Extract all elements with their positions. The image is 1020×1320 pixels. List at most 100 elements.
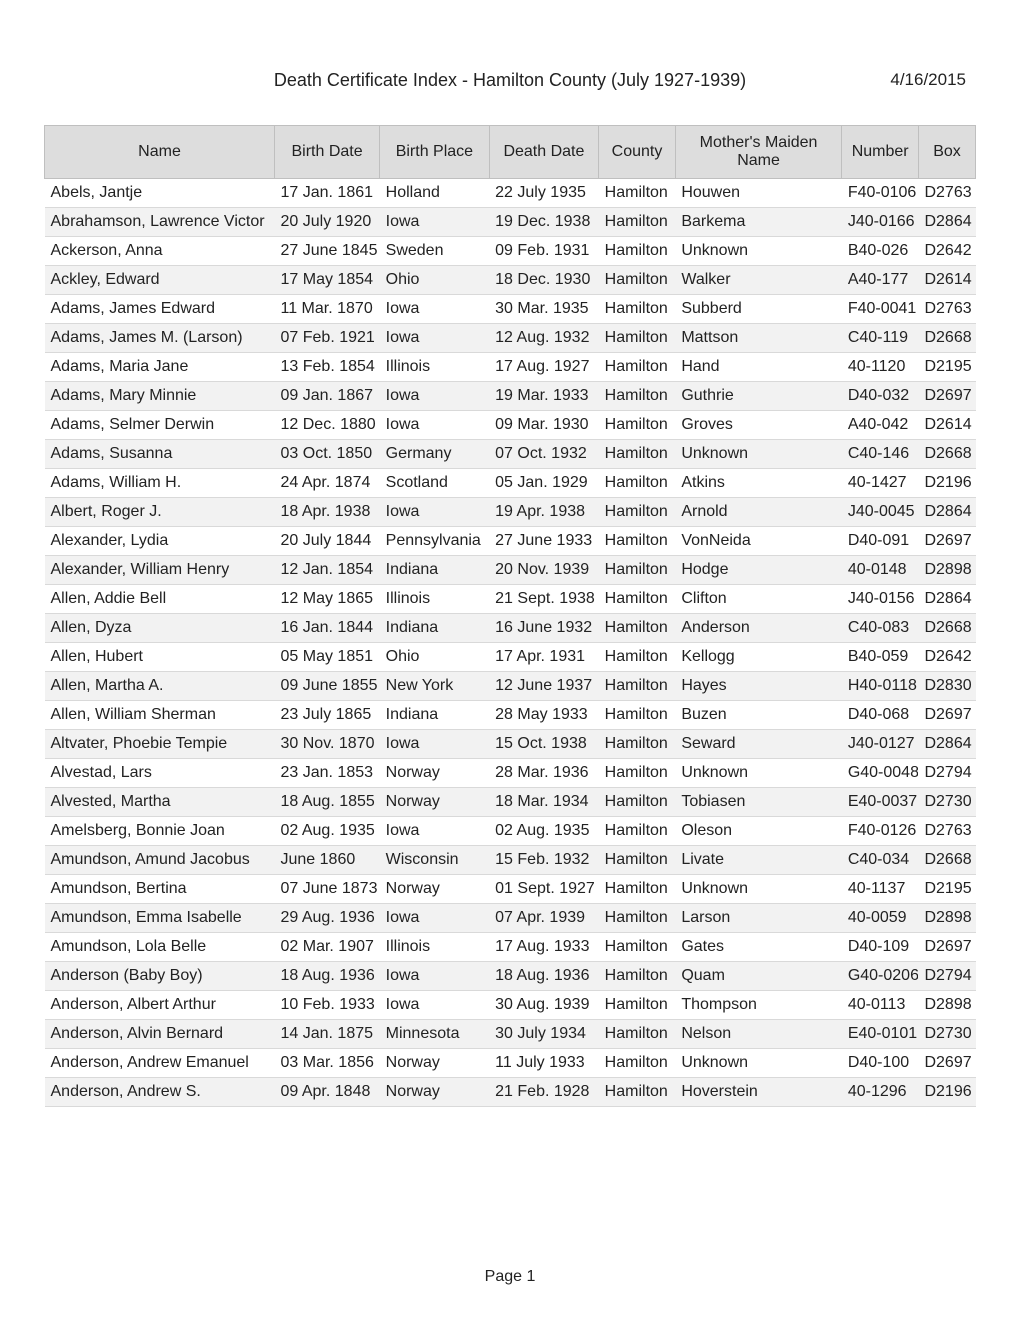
cell-county: Hamilton (599, 701, 676, 730)
cell-name: Adams, William H. (45, 469, 275, 498)
cell-name: Alvested, Martha (45, 788, 275, 817)
cell-birth_date: 13 Feb. 1854 (275, 353, 380, 382)
cell-birth_place: Ohio (380, 643, 490, 672)
cell-birth_date: 07 Feb. 1921 (275, 324, 380, 353)
cell-box: D2614 (918, 266, 975, 295)
cell-name: Amundson, Bertina (45, 875, 275, 904)
cell-number: G40-0206 (842, 962, 919, 991)
cell-birth_place: Illinois (380, 585, 490, 614)
cell-box: D2668 (918, 614, 975, 643)
cell-county: Hamilton (599, 730, 676, 759)
cell-number: D40-068 (842, 701, 919, 730)
cell-county: Hamilton (599, 614, 676, 643)
col-header-birth_date: Birth Date (275, 126, 380, 179)
cell-death_date: 01 Sept. 1927 (489, 875, 599, 904)
cell-county: Hamilton (599, 846, 676, 875)
cell-death_date: 17 Aug. 1927 (489, 353, 599, 382)
cell-birth_date: 27 June 1845 (275, 237, 380, 266)
cell-number: 40-1296 (842, 1078, 919, 1107)
cell-birth_place: Iowa (380, 991, 490, 1020)
col-header-number: Number (842, 126, 919, 179)
table-row: Amundson, Amund JacobusJune 1860Wisconsi… (45, 846, 976, 875)
table-row: Allen, Addie Bell12 May 1865Illinois21 S… (45, 585, 976, 614)
cell-maiden: Barkema (675, 208, 841, 237)
cell-box: D2730 (918, 1020, 975, 1049)
cell-number: A40-042 (842, 411, 919, 440)
cell-maiden: Unknown (675, 875, 841, 904)
cell-maiden: Hoverstein (675, 1078, 841, 1107)
table-row: Anderson, Andrew S.09 Apr. 1848Norway21 … (45, 1078, 976, 1107)
cell-maiden: Groves (675, 411, 841, 440)
cell-name: Adams, Maria Jane (45, 353, 275, 382)
cell-birth_date: 23 July 1865 (275, 701, 380, 730)
cell-birth_date: 18 Apr. 1938 (275, 498, 380, 527)
cell-birth_place: Ohio (380, 266, 490, 295)
cell-box: D2642 (918, 643, 975, 672)
cell-birth_date: 24 Apr. 1874 (275, 469, 380, 498)
cell-name: Anderson, Andrew S. (45, 1078, 275, 1107)
cell-birth_place: Scotland (380, 469, 490, 498)
cell-birth_date: 12 Jan. 1854 (275, 556, 380, 585)
col-header-name: Name (45, 126, 275, 179)
cell-maiden: Seward (675, 730, 841, 759)
cell-name: Abrahamson, Lawrence Victor (45, 208, 275, 237)
table-row: Amundson, Emma Isabelle29 Aug. 1936Iowa0… (45, 904, 976, 933)
cell-county: Hamilton (599, 904, 676, 933)
cell-name: Allen, William Sherman (45, 701, 275, 730)
cell-birth_place: Norway (380, 1078, 490, 1107)
cell-name: Amelsberg, Bonnie Joan (45, 817, 275, 846)
cell-death_date: 12 Aug. 1932 (489, 324, 599, 353)
cell-number: G40-0048 (842, 759, 919, 788)
table-row: Abrahamson, Lawrence Victor20 July 1920I… (45, 208, 976, 237)
cell-maiden: Thompson (675, 991, 841, 1020)
cell-birth_place: Norway (380, 875, 490, 904)
cell-number: 40-1120 (842, 353, 919, 382)
cell-birth_place: Germany (380, 440, 490, 469)
page-title: Death Certificate Index - Hamilton Count… (44, 70, 976, 91)
table-row: Ackley, Edward17 May 1854Ohio18 Dec. 193… (45, 266, 976, 295)
cell-name: Allen, Hubert (45, 643, 275, 672)
cell-box: D2668 (918, 846, 975, 875)
cell-county: Hamilton (599, 759, 676, 788)
cell-maiden: Quam (675, 962, 841, 991)
cell-box: D2864 (918, 208, 975, 237)
cell-birth_place: Pennsylvania (380, 527, 490, 556)
table-row: Anderson (Baby Boy)18 Aug. 1936Iowa18 Au… (45, 962, 976, 991)
cell-county: Hamilton (599, 643, 676, 672)
cell-number: C40-034 (842, 846, 919, 875)
cell-birth_place: Illinois (380, 353, 490, 382)
cell-maiden: Unknown (675, 759, 841, 788)
cell-county: Hamilton (599, 295, 676, 324)
cell-birth_place: Indiana (380, 556, 490, 585)
cell-number: H40-0118 (842, 672, 919, 701)
cell-number: D40-100 (842, 1049, 919, 1078)
cell-birth_place: Norway (380, 759, 490, 788)
cell-box: D2697 (918, 701, 975, 730)
cell-birth_date: 17 May 1854 (275, 266, 380, 295)
page-header: Death Certificate Index - Hamilton Count… (44, 70, 976, 91)
cell-birth_place: Illinois (380, 933, 490, 962)
table-row: Adams, Maria Jane13 Feb. 1854Illinois17 … (45, 353, 976, 382)
cell-birth_place: Indiana (380, 614, 490, 643)
cell-box: D2794 (918, 759, 975, 788)
cell-birth_date: 18 Aug. 1855 (275, 788, 380, 817)
table-row: Altvater, Phoebie Tempie30 Nov. 1870Iowa… (45, 730, 976, 759)
cell-number: B40-059 (842, 643, 919, 672)
cell-birth_place: Iowa (380, 904, 490, 933)
col-header-county: County (599, 126, 676, 179)
col-header-birth_place: Birth Place (380, 126, 490, 179)
cell-maiden: Unknown (675, 440, 841, 469)
cell-box: D2763 (918, 295, 975, 324)
cell-birth_date: June 1860 (275, 846, 380, 875)
cell-death_date: 28 Mar. 1936 (489, 759, 599, 788)
cell-death_date: 19 Dec. 1938 (489, 208, 599, 237)
cell-maiden: Kellogg (675, 643, 841, 672)
cell-box: D2864 (918, 585, 975, 614)
cell-name: Albert, Roger J. (45, 498, 275, 527)
cell-number: 40-0148 (842, 556, 919, 585)
cell-number: D40-032 (842, 382, 919, 411)
cell-name: Allen, Addie Bell (45, 585, 275, 614)
col-header-box: Box (918, 126, 975, 179)
cell-number: F40-0126 (842, 817, 919, 846)
cell-birth_date: 20 July 1844 (275, 527, 380, 556)
